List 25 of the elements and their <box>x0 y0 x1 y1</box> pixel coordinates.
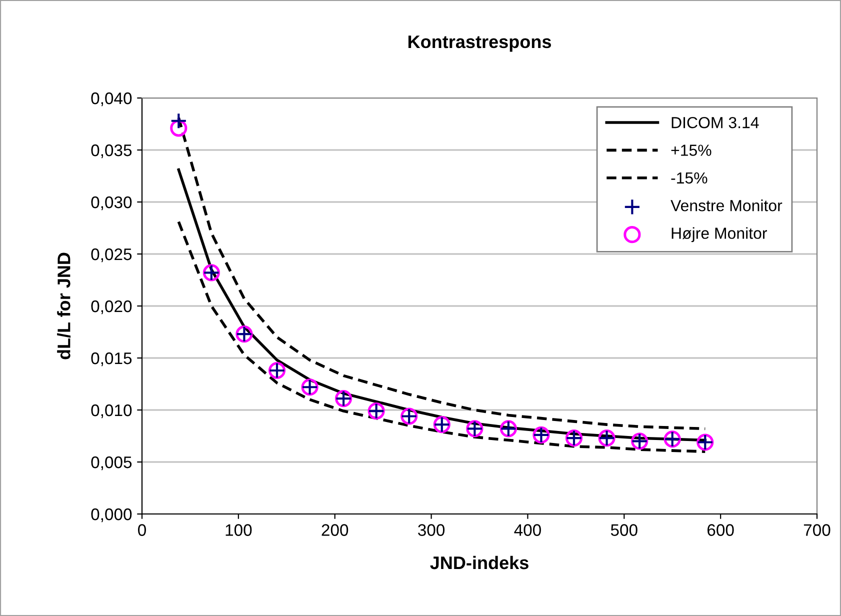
y-tick-label: 0,020 <box>91 300 132 314</box>
y-tick-label: 0,000 <box>91 508 132 522</box>
y-axis-title: dL/L for JND <box>57 252 71 360</box>
y-tick-label: 0,015 <box>91 352 132 366</box>
x-tick-label: 500 <box>610 524 638 536</box>
y-tick-label: 0,030 <box>91 196 132 210</box>
legend-label: +15% <box>671 144 712 156</box>
y-tick-label: 0,005 <box>91 456 132 470</box>
x-tick-label: 0 <box>138 524 146 536</box>
x-tick-label: 200 <box>322 524 348 536</box>
x-axis-title: JND-indeks <box>430 556 528 570</box>
y-tick-label: 0,025 <box>91 248 132 262</box>
y-tick-label: 0,035 <box>91 144 132 158</box>
legend-label: -15% <box>671 172 708 184</box>
x-tick-label: 400 <box>514 524 541 536</box>
y-tick-label: 0,040 <box>91 92 132 106</box>
legend-label: Højre Monitor <box>672 227 767 242</box>
legend-label: DICOM 3.14 <box>672 116 759 128</box>
y-tick-label: 0,010 <box>91 404 132 418</box>
x-tick-label: 300 <box>418 524 445 536</box>
x-tick-label: 600 <box>708 524 734 536</box>
x-tick-label: 700 <box>804 524 830 536</box>
chart-title: Kontrastrespons <box>408 36 551 52</box>
x-tick-label: 100 <box>226 524 252 536</box>
legend-label: Venstre Monitor <box>670 200 782 212</box>
